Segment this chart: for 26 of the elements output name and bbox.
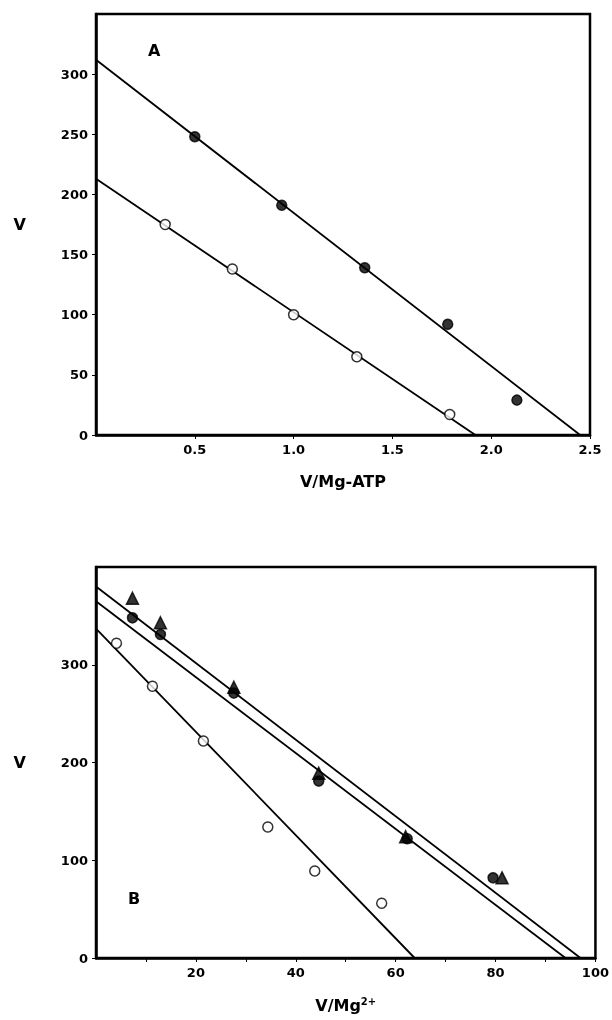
y-tick-label: 300	[60, 657, 88, 673]
y-tick-label: 100	[60, 852, 88, 868]
y-axis-title: V	[13, 753, 27, 772]
annotation: B	[128, 888, 141, 908]
y-tick-label: 100	[60, 307, 88, 323]
x-tick-label: 1.5	[380, 442, 404, 457]
x-tick-label: 20	[186, 965, 205, 980]
y-tick-label: 50	[69, 367, 88, 383]
y-tick-label: 300	[60, 66, 88, 82]
x-tick-label: 100	[581, 965, 609, 980]
x-tick-label: 40	[286, 965, 305, 980]
x-tick-label: 2.0	[479, 442, 503, 457]
y-tick-label: 150	[60, 247, 88, 263]
x-tick-label: 80	[486, 965, 505, 980]
y-tick-label: 200	[60, 755, 88, 770]
x-axis-title: V/Mg-ATP	[299, 471, 387, 491]
y-axis-title: V	[13, 215, 27, 234]
y-tick-label: 250	[60, 126, 88, 142]
x-tick-label: 0.5	[183, 442, 207, 457]
x-tick-label: 60	[386, 965, 405, 980]
y-tick-label: 0	[78, 950, 88, 966]
x-tick-label: 2.5	[578, 442, 602, 457]
y-tick-label: 0	[78, 427, 88, 443]
annotation: A	[148, 40, 161, 60]
y-tick-label: 200	[60, 186, 88, 202]
x-tick-label: 1.0	[282, 442, 306, 457]
